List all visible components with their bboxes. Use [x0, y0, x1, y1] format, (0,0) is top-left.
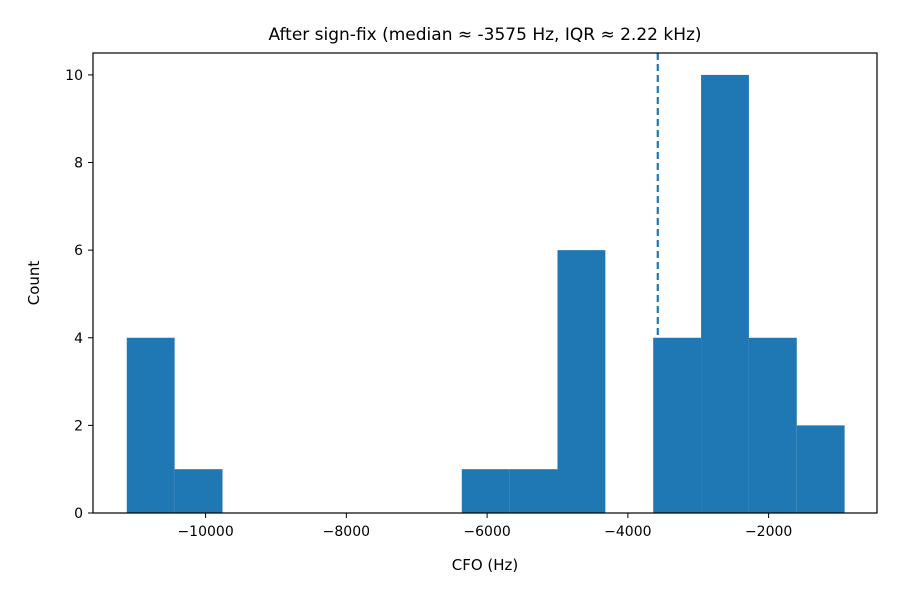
bars-layer: [126, 74, 845, 514]
y-tick-label-2: 4: [74, 331, 83, 347]
histogram-bar-14: [796, 425, 845, 513]
histogram-bar-1: [174, 469, 223, 513]
y-tick-label-5: 10: [65, 68, 83, 84]
y-tick-label-3: 6: [74, 243, 83, 259]
plot-frame: [92, 52, 878, 514]
histogram-bar-9: [557, 250, 606, 513]
histogram-bar-13: [748, 337, 797, 513]
histogram-bar-12: [701, 74, 749, 514]
y-axis-label: Count: [25, 261, 43, 306]
histogram-bar-7: [461, 469, 510, 513]
histogram-bar-0: [126, 337, 175, 513]
x-axis-label: CFO (Hz): [452, 556, 519, 574]
y-tick-label-4: 8: [74, 156, 83, 172]
y-tick-label-1: 2: [74, 418, 83, 434]
x-tick-label-3: −4000: [604, 524, 651, 540]
histogram-bar-8: [509, 469, 558, 513]
chart-title: After sign-fix (median ≈ -3575 Hz, IQR ≈…: [268, 25, 701, 45]
x-tick-label-0: −10000: [177, 524, 233, 540]
x-tick-label-2: −6000: [463, 524, 510, 540]
x-tick-label-4: −2000: [745, 524, 792, 540]
y-axis: 0 2 4 6 8 10: [65, 68, 93, 522]
x-axis: −10000 −8000 −6000 −4000 −2000: [177, 513, 792, 540]
histogram-bar-11: [653, 337, 702, 513]
x-tick-label-1: −8000: [323, 524, 370, 540]
y-tick-label-0: 0: [74, 506, 83, 522]
